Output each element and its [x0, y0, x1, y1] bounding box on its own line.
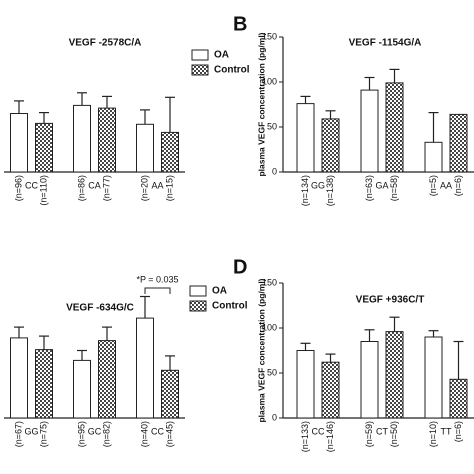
n-label: (n=82): [101, 421, 111, 447]
y-tick-label: 50: [267, 121, 277, 131]
panel-label: B: [233, 13, 247, 35]
n-label: (n=146): [325, 421, 335, 452]
x-tick-label: TT: [441, 426, 452, 436]
n-label: (n=63): [364, 175, 374, 201]
legend-swatch: [189, 285, 207, 297]
bar: [424, 141, 443, 173]
bar: [321, 361, 340, 419]
x-tick-label: GG: [311, 180, 325, 190]
x-tick-label: GG: [24, 426, 38, 436]
bar: [449, 113, 468, 173]
bar: [73, 359, 91, 419]
annotation: *P = 0.035: [136, 274, 178, 284]
n-label: (n=86): [76, 175, 86, 201]
y-tick-label: 100: [262, 76, 277, 86]
chart-title: VEGF -634G/C: [66, 303, 134, 314]
bar: [296, 103, 315, 173]
n-label: (n=10): [428, 421, 438, 447]
y-tick-label: 100: [262, 322, 277, 332]
x-tick-label: CC: [312, 426, 325, 436]
n-label: (n=6): [453, 421, 463, 442]
n-label: (n=75): [38, 421, 48, 447]
bar: [360, 341, 379, 419]
n-label: (n=58): [389, 175, 399, 201]
panel-label: D: [233, 256, 247, 278]
n-label: (n=95): [76, 421, 86, 447]
n-label: (n=77): [101, 175, 111, 201]
y-tick-label: 150: [262, 31, 277, 41]
y-tick-label: 0: [272, 166, 277, 176]
chart-title: VEGF -2578C/A: [69, 38, 142, 49]
y-axis-label: plasma VEGF concentration (pg/ml): [256, 32, 266, 176]
n-label: (n=133): [300, 421, 310, 452]
n-label: (n=15): [164, 175, 174, 201]
bar: [424, 336, 443, 419]
bar: [385, 82, 404, 173]
y-tick-label: 50: [267, 367, 277, 377]
n-label: (n=5): [428, 175, 438, 196]
bar: [136, 317, 154, 419]
bar: [360, 89, 379, 173]
legend-swatch: [191, 64, 209, 76]
bar: [136, 123, 154, 173]
bar: [35, 122, 53, 173]
n-label: (n=110): [38, 175, 48, 206]
bar: [35, 349, 53, 419]
n-label: (n=40): [139, 421, 149, 447]
x-tick-label: CC: [151, 426, 164, 436]
bar: [73, 104, 91, 173]
n-label: (n=6): [453, 175, 463, 196]
bar: [10, 113, 28, 173]
y-axis-label: plasma VEGF concentration (pg/ml): [256, 278, 266, 422]
x-tick-label: CC: [25, 180, 38, 190]
x-tick-label: CT: [376, 426, 388, 436]
x-tick-label: GA: [375, 180, 388, 190]
n-label: (n=45): [164, 421, 174, 447]
bar: [449, 378, 468, 419]
significance-bracket: [144, 287, 171, 294]
legend-label: Control: [212, 301, 248, 312]
n-label: (n=67): [13, 421, 23, 447]
bar: [161, 131, 179, 173]
x-tick-label: AA: [440, 180, 452, 190]
n-label: (n=96): [13, 175, 23, 201]
legend-label: OA: [214, 50, 229, 61]
bar: [98, 107, 116, 173]
legend-label: Control: [214, 65, 250, 76]
bar: [321, 118, 340, 173]
y-tick-label: 0: [272, 412, 277, 422]
bar: [296, 350, 315, 419]
bar: [385, 331, 404, 419]
legend-swatch: [189, 300, 207, 312]
chart-title: VEGF -1154G/A: [349, 38, 422, 49]
legend-swatch: [191, 49, 209, 61]
x-tick-label: GC: [88, 426, 102, 436]
legend-label: OA: [212, 286, 227, 297]
bar: [98, 340, 116, 419]
n-label: (n=59): [364, 421, 374, 447]
y-tick-label: 150: [262, 277, 277, 287]
n-label: (n=138): [325, 175, 335, 206]
chart-title: VEGF +936C/T: [356, 295, 425, 306]
x-tick-label: CA: [88, 180, 101, 190]
bar: [161, 369, 179, 419]
n-label: (n=134): [300, 175, 310, 206]
x-tick-label: AA: [151, 180, 163, 190]
n-label: (n=20): [139, 175, 149, 201]
bar: [10, 337, 28, 419]
n-label: (n=50): [389, 421, 399, 447]
